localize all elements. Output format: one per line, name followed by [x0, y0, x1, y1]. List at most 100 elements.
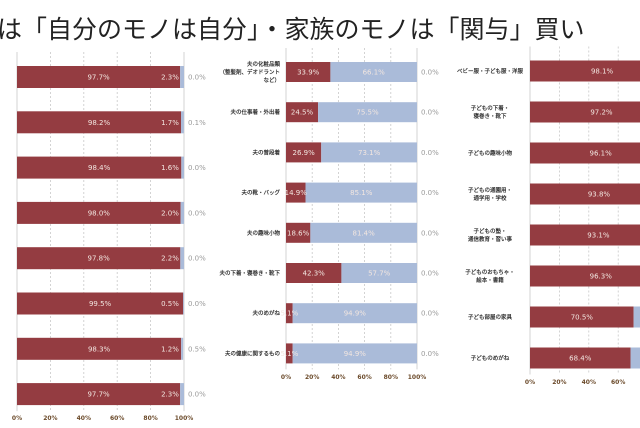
- data-label-self: 24.5%: [291, 109, 314, 117]
- bar-self: [286, 102, 319, 123]
- data-label-remainder: 0.0%: [421, 310, 439, 318]
- data-label-remainder: 0.0%: [421, 189, 439, 197]
- data-label-remainder: 0.0%: [421, 149, 439, 157]
- data-label-remainder: 0.0%: [421, 270, 439, 278]
- category-label-line: ベビー服・子ども服・洋服: [457, 67, 524, 75]
- data-label-self: 14.9%: [285, 189, 308, 197]
- bar-self: [17, 111, 181, 134]
- x-tick-label: 60%: [357, 374, 371, 381]
- category-label: 子どもの趣味小物: [468, 149, 513, 157]
- x-tick-label: 40%: [582, 379, 596, 386]
- data-label-other: 75.5%: [356, 109, 379, 117]
- x-tick-label: 0%: [525, 379, 535, 386]
- bar-other: [630, 347, 640, 369]
- data-label-self: 98.2%: [88, 119, 111, 127]
- category-label-line: 夫の健康に関するもの: [225, 349, 281, 357]
- bar-other: [181, 337, 184, 360]
- x-tick-label: 0%: [12, 415, 22, 422]
- data-label-self: 68.4%: [569, 355, 592, 363]
- category-label: 子どものめがね: [471, 354, 510, 362]
- bar-self: [286, 62, 331, 82]
- data-label-other: 94.9%: [344, 310, 367, 318]
- data-label-remainder: 0.0%: [188, 74, 206, 82]
- bar-other: [181, 156, 184, 179]
- data-label-self: 70.5%: [571, 314, 594, 322]
- x-tick-label: 40%: [331, 374, 345, 381]
- bar-self: [530, 60, 640, 82]
- category-label: 夫の化粧品類（整髪剤、デオドラントなど）: [219, 60, 280, 84]
- data-label-remainder: 0.0%: [421, 109, 439, 117]
- bar-other: [180, 383, 184, 406]
- category-label-line: 夫の下着・寝巻き・靴下: [219, 269, 280, 277]
- bar-other: [321, 142, 417, 163]
- bar-other: [183, 292, 184, 315]
- bar-other: [180, 247, 184, 270]
- data-label-other: 2.3%: [161, 74, 179, 82]
- bar-self: [530, 347, 631, 369]
- x-tick-label: 20%: [43, 415, 57, 422]
- data-label-remainder: 0.5%: [188, 345, 206, 353]
- category-label-line: 子どもの趣味小物: [468, 149, 513, 157]
- category-label-line: 子どものおもちゃ・: [465, 268, 515, 276]
- x-tick-label: 100%: [175, 415, 194, 422]
- category-label: 子どものおもちゃ・絵本・書籍: [465, 268, 515, 284]
- data-label-remainder: 0.0%: [188, 391, 206, 399]
- bar-self: [286, 263, 342, 283]
- bar-other: [180, 111, 184, 134]
- data-label-remainder: 0.0%: [421, 69, 439, 77]
- page-title: は「自分のモノは自分」・家族のモノは「関与」買い: [0, 15, 585, 44]
- category-label-line: 夫の普段着: [252, 148, 280, 156]
- category-label-line: 子どもの通園用・: [468, 186, 512, 194]
- data-label-other: 0.5%: [161, 300, 179, 308]
- bar-self: [530, 183, 640, 205]
- data-label-remainder: 0.0%: [188, 164, 206, 172]
- chart-2: 0% 20% 40% 60% 80% 100% 33.9% 66.1% 0.0% 夫の化粧品類（整…: [219, 48, 439, 381]
- data-label-other: 1.2%: [161, 345, 179, 353]
- bar-self: [286, 182, 306, 203]
- bar-self: [17, 383, 181, 406]
- data-label-other: 2.3%: [161, 391, 179, 399]
- data-label-other: 94.9%: [344, 350, 367, 358]
- bar-self: [17, 247, 181, 270]
- category-label-line: （整髪剤、デオドラント: [219, 68, 280, 76]
- x-tick-label: 60%: [611, 379, 625, 386]
- bar-other: [292, 343, 417, 364]
- data-label-self: 26.9%: [292, 149, 315, 157]
- data-label-remainder: 0.0%: [421, 229, 439, 237]
- x-tick-label: 20%: [552, 379, 566, 386]
- category-label-line: など）: [263, 76, 280, 84]
- data-label-self: 96.3%: [590, 273, 613, 281]
- category-label-line: 通学用・学校: [473, 194, 507, 202]
- x-tick-label: 80%: [384, 374, 398, 381]
- x-tick-label: 40%: [77, 415, 91, 422]
- bar-self: [530, 224, 640, 246]
- data-label-self: 33.9%: [297, 69, 320, 77]
- category-label: 夫の靴・バッグ: [241, 189, 280, 197]
- category-label: 夫の仕事着・外出着: [230, 108, 280, 116]
- category-label-line: 夫の靴・バッグ: [241, 189, 280, 197]
- data-label-self: 98.3%: [88, 345, 111, 353]
- bar-self: [286, 222, 311, 243]
- data-label-self: 5.1%: [280, 310, 298, 318]
- data-label-self: 98.1%: [591, 68, 614, 76]
- chart-1: 0% 20% 40% 60% 80% 100% 97.7% 2.3% 0.0% 98.2% 1.7%…: [12, 52, 206, 422]
- data-label-self: 98.4%: [88, 164, 111, 172]
- bar-self: [530, 265, 640, 287]
- data-label-self: 97.8%: [88, 255, 111, 263]
- bar-self: [17, 156, 182, 179]
- bar-other: [310, 222, 417, 243]
- data-label-self: 97.2%: [590, 109, 613, 117]
- category-label: 夫の下着・寝巻き・靴下: [219, 269, 280, 277]
- data-label-self: 5.1%: [280, 350, 298, 358]
- data-label-self: 42.3%: [303, 270, 326, 278]
- category-label: ベビー服・子ども服・洋服: [457, 67, 524, 75]
- bar-self: [530, 101, 640, 123]
- data-label-self: 97.7%: [87, 391, 110, 399]
- chart-3: 0%20%40%60%80%100%98.1%ベビー服・子ども服・洋服97.2%…: [457, 46, 640, 386]
- bar-self: [17, 201, 181, 224]
- bar-other: [318, 102, 417, 123]
- category-label: 子ども部屋の家具: [468, 313, 513, 321]
- bar-other: [180, 66, 184, 88]
- data-label-other: 73.1%: [358, 149, 381, 157]
- bar-self: [530, 142, 640, 164]
